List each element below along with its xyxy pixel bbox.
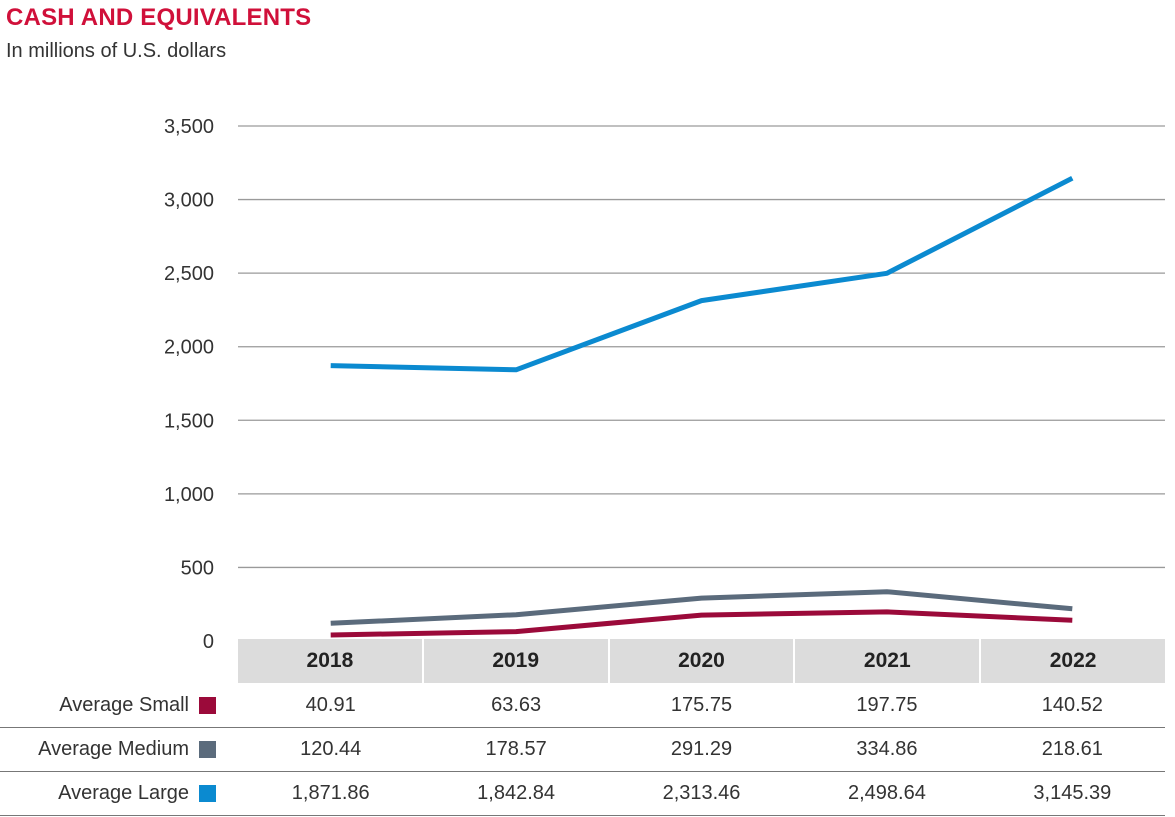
x-category-label: 2020 <box>607 639 794 683</box>
series-name-label: Average Large <box>58 781 189 804</box>
y-tick-label: 3,500 <box>164 116 214 138</box>
data-value-label: 40.91 <box>305 693 356 716</box>
x-category-label: 2018 <box>306 649 354 672</box>
x-category-label: 2021 <box>793 639 979 683</box>
table-row: Average Small 40.91 63.63 175.75 197.75 140.5… <box>0 683 1165 728</box>
table-row: Average Large 1,871.86 1,842.84 2,313.46 2,4… <box>0 771 1165 816</box>
legend-swatch <box>199 696 216 714</box>
data-value-label: 63.63 <box>491 693 542 716</box>
legend-swatch <box>199 784 216 802</box>
y-tick-label: 1,000 <box>164 484 214 506</box>
legend-swatch <box>199 740 216 758</box>
series-line-average-small <box>330 609 1073 638</box>
y-tick-label: 500 <box>181 557 214 579</box>
data-value-label: 218.61 <box>1041 737 1103 760</box>
table-header-row: 2018 2019 2020 2021 2022 <box>238 639 1165 683</box>
data-value-label: 3,145.39 <box>1033 781 1112 804</box>
data-value-label: 334.86 <box>856 737 918 760</box>
data-value-label: 175.75 <box>670 693 733 716</box>
data-value-label: 120.44 <box>300 737 362 760</box>
data-value-label: 1,871.86 <box>291 781 370 804</box>
series-name-label: Average Small <box>59 693 189 716</box>
chart-subtitle: In millions of U.S. dollars <box>6 40 227 62</box>
series-line-average-medium <box>330 589 1073 626</box>
data-value-label: 197.75 <box>856 693 918 716</box>
series-name-label: Average Medium <box>38 737 189 760</box>
table-row: Average Medium 120.44 178.57 291.29 334.86 21… <box>0 727 1165 772</box>
data-value-label: 178.57 <box>485 737 547 760</box>
data-value-label: 2,313.46 <box>662 781 741 804</box>
y-tick-label: 0 <box>203 631 214 653</box>
data-value-label: 291.29 <box>670 737 733 760</box>
y-tick-label: 1,500 <box>164 410 214 432</box>
data-value-label: 2,498.64 <box>847 781 926 804</box>
legend-entry: Average Large <box>0 782 238 805</box>
y-tick-label: 2,000 <box>164 337 214 359</box>
data-value-label: 140.52 <box>1041 693 1103 716</box>
legend-entry: Average Small <box>0 694 238 717</box>
series-line-average-large <box>330 175 1074 373</box>
y-tick-label: 3,000 <box>164 190 214 212</box>
chart-title: CASH AND EQUIVALENTS <box>6 4 312 31</box>
legend-entry: Average Medium <box>0 738 238 761</box>
data-value-label: 1,842.84 <box>477 781 556 804</box>
x-category-label: 2022 <box>979 639 1165 683</box>
y-tick-label: 2,500 <box>164 263 214 285</box>
x-category-label: 2019 <box>421 639 608 683</box>
